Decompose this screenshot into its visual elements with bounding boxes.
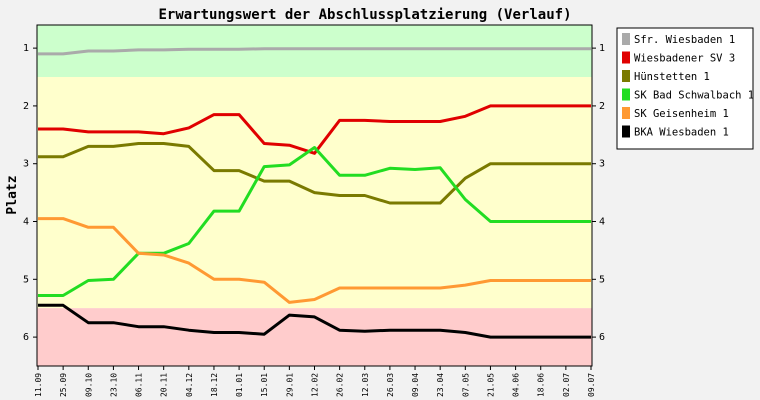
x-tick-label: 26.02 [336,373,345,397]
y-tick-label-left: 6 [23,332,29,343]
x-tick-label: 02.07 [562,373,571,397]
series-line-5 [38,303,591,339]
background-bands [37,25,592,366]
x-tick-label: 07.05 [461,373,470,397]
x-tick-label: 23.10 [109,373,118,397]
y-tick-label-right: 2 [599,101,605,112]
legend-swatch-3 [622,88,630,101]
legend-swatch-0 [622,33,630,45]
y-tick-label-left: 5 [23,274,29,285]
legend-label-1: Wiesbadener SV 3 [634,53,735,65]
legend-label-5: BKA Wiesbaden 1 [634,127,729,139]
x-axis: 11.09 25.09 09.10 23.10 06.11 20.11 04.12 18.12… [34,366,596,397]
legend-swatch-5 [622,125,630,138]
x-tick-label: 12.03 [361,373,370,397]
x-tick-label: 15.01 [260,373,269,397]
y-tick-label-left: 2 [23,101,29,112]
x-tick-label: 09.07 [587,373,596,397]
series-line-0 [38,47,591,56]
x-tick-label: 09.04 [411,373,420,397]
legend-label-0: Sfr. Wiesbaden 1 [634,34,735,46]
x-tick-label: 09.10 [84,373,93,397]
legend: Sfr. Wiesbaden 1 Wiesbadener SV 3 Hünstett… [616,27,754,150]
series-lines [38,47,591,339]
series-line-4 [38,217,591,304]
x-tick-label: 04.06 [512,373,521,397]
y-axis: 1 1 2 2 3 3 4 4 5 5 6 6 [23,43,605,343]
legend-label-4: SK Geisenheim 1 [634,108,729,120]
y-tick-label-right: 1 [599,43,605,54]
legend-box [616,27,754,150]
x-tick-label: 26.03 [386,373,395,397]
x-tick-label: 01.01 [235,373,244,397]
chart-title: Erwartungswert der Abschlussplatzierung … [158,7,571,23]
series-line-1 [38,104,591,155]
y-tick-label-right: 6 [599,332,605,343]
x-tick-label: 29.01 [285,373,294,397]
x-tick-label: 04.12 [185,373,194,397]
y-tick-label-left: 3 [23,159,29,170]
series-line-3 [38,146,591,297]
y-tick-label-left: 1 [23,43,29,54]
x-tick-label: 21.05 [486,373,495,397]
legend-swatch-1 [622,51,630,64]
x-tick-label: 18.06 [537,373,546,397]
y-axis-label: Platz [5,175,20,214]
x-tick-label: 11.09 [34,373,43,397]
x-tick-label: 12.02 [311,373,320,397]
y-tick-label-right: 3 [599,159,605,170]
x-tick-label: 25.09 [59,373,68,397]
legend-swatch-2 [622,70,630,82]
x-tick-label: 20.11 [160,373,169,397]
y-tick-label-left: 4 [23,217,29,228]
legend-label-3: SK Bad Schwalbach 1 [634,90,754,102]
series-line-2 [38,142,591,205]
y-tick-label-right: 5 [599,274,605,285]
x-tick-label: 06.11 [135,373,144,397]
x-tick-label: 23.04 [436,373,445,397]
y-tick-label-right: 4 [599,217,605,228]
legend-label-2: Hünstetten 1 [634,71,710,83]
x-tick-label: 18.12 [210,373,219,397]
legend-swatch-4 [622,107,630,119]
